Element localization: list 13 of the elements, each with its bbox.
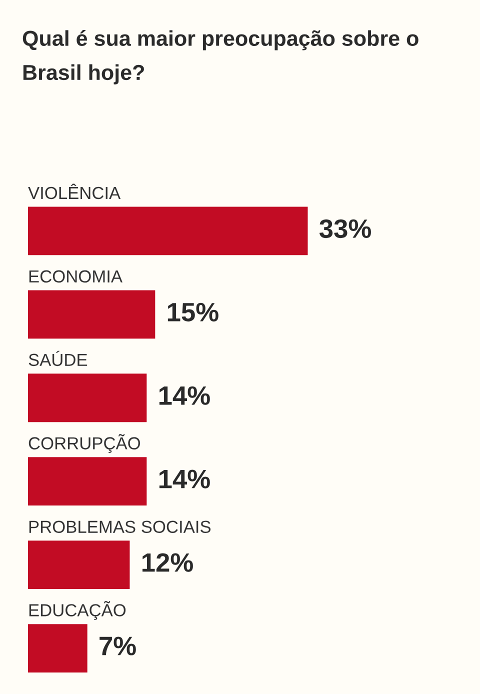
y-tick-label: SAÚDE [28,350,88,366]
data-label: 14% [159,470,210,488]
data-label: 33% [319,219,371,238]
data-label: 7% [100,636,136,656]
y-tick-label: ECONOMIA [29,270,122,283]
y-tick-label: PROBLEMAS SOCIAIS [29,520,211,533]
data-label: 14% [159,386,210,405]
data-label: 15% [168,302,218,322]
data-label: 12% [142,553,193,572]
y-tick-label: EDUCAÇÃO [29,600,126,620]
y-tick-label: CORRUPÇÃO [28,434,140,453]
y-tick-label: VIOLÊNCIA [28,184,121,200]
chart-title: Qual é sua maior preocupação sobre o Brasil hoje? [22,30,418,84]
